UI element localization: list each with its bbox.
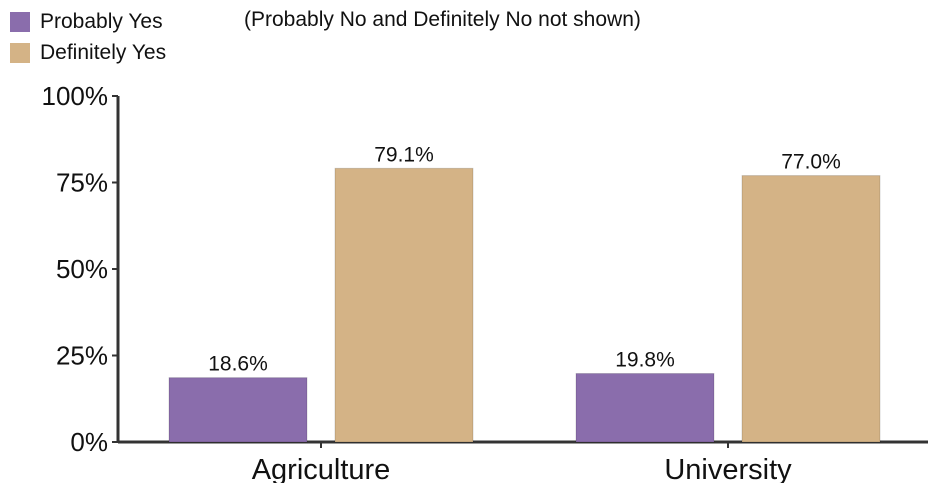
data-label: 19.8% xyxy=(615,348,675,371)
y-tick-label: 25% xyxy=(56,341,108,371)
y-tick-label: 75% xyxy=(56,168,108,198)
legend: Probably Yes Definitely Yes xyxy=(10,6,166,68)
y-tick-label: 50% xyxy=(56,254,108,284)
y-tick-label: 0% xyxy=(70,427,108,457)
legend-label-definitely-yes: Definitely Yes xyxy=(40,40,167,64)
legend-swatch-definitely-yes xyxy=(10,42,30,63)
x-tick-label: University xyxy=(664,454,792,483)
x-tick-label: Agriculture xyxy=(252,454,391,483)
legend-label-probably-yes: Probably Yes xyxy=(40,9,163,33)
bar-definitely-yes-university xyxy=(741,175,881,443)
data-label: 79.1% xyxy=(374,143,434,166)
chart-note: (Probably No and Definitely No not shown… xyxy=(244,8,641,31)
y-tick-label: 100% xyxy=(42,81,109,111)
bar-probably-yes-agriculture xyxy=(168,377,308,443)
data-label: 77.0% xyxy=(781,151,841,174)
bar-probably-yes-university xyxy=(575,372,715,443)
data-label: 18.6% xyxy=(208,353,268,376)
legend-item-probably-yes: Probably Yes xyxy=(10,6,166,37)
bar-definitely-yes-agriculture xyxy=(334,167,474,443)
legend-swatch-probably-yes xyxy=(10,11,30,32)
legend-item-definitely-yes: Definitely Yes xyxy=(10,37,166,68)
